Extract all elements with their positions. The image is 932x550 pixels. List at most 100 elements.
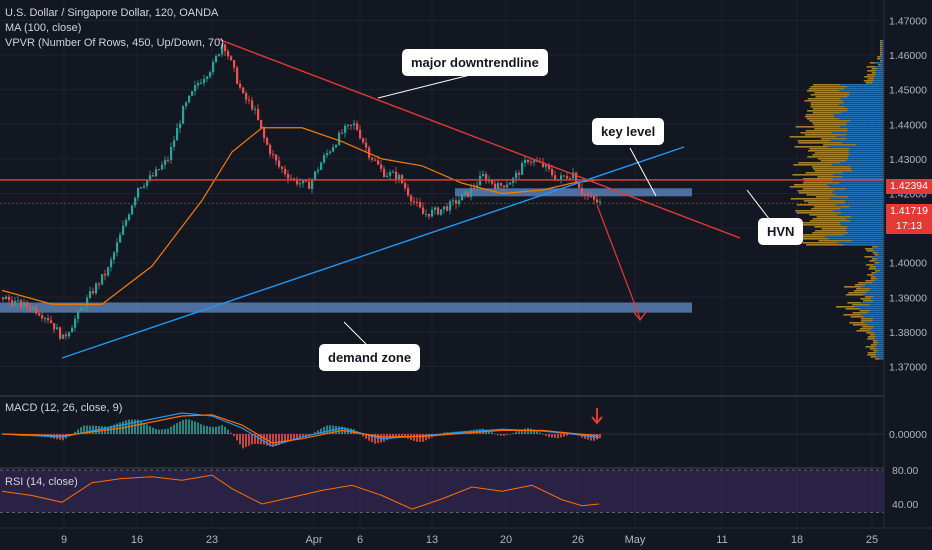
- macd-histogram-bar: [191, 420, 193, 434]
- rsi-tick-label: 40.00: [892, 499, 918, 511]
- candle-body: [593, 196, 596, 200]
- vpvr-up-bar: [878, 254, 884, 256]
- candle-body: [446, 206, 449, 211]
- vpvr-down-bar: [852, 312, 868, 314]
- candle-body: [122, 225, 125, 235]
- vpvr-up-bar: [878, 262, 884, 264]
- vpvr-up-bar: [873, 296, 884, 298]
- macd-histogram-bar: [548, 434, 550, 438]
- vpvr-up-bar: [877, 68, 884, 70]
- candle-body: [254, 109, 257, 111]
- vpvr-up-bar: [839, 84, 884, 86]
- candle-body: [227, 51, 230, 57]
- candle-body: [26, 302, 29, 308]
- vpvr-down-bar: [864, 248, 874, 250]
- vpvr-up-bar: [839, 98, 884, 100]
- vpvr-down-bar: [866, 264, 874, 266]
- vpvr-down-bar: [804, 134, 847, 136]
- macd-histogram-bar: [326, 425, 328, 434]
- candle-body: [494, 183, 497, 189]
- candle-body: [422, 207, 425, 215]
- vpvr-down-bar: [873, 350, 878, 352]
- candle-body: [62, 334, 65, 339]
- macd-histogram-bar: [146, 424, 148, 434]
- candle-body: [2, 297, 5, 300]
- candle-body: [56, 327, 59, 330]
- vpvr-up-bar: [867, 312, 884, 314]
- candle-body: [404, 183, 407, 189]
- vpvr-down-bar: [872, 340, 878, 342]
- vpvr-up-bar: [832, 180, 884, 182]
- vpvr-up-bar: [877, 350, 884, 352]
- downtrend-pointer: [377, 74, 471, 99]
- macd-histogram-bar: [497, 434, 499, 436]
- macd-histogram-bar: [584, 434, 586, 439]
- vpvr-up-bar: [847, 128, 884, 130]
- vpvr-up-bar: [835, 204, 884, 206]
- vpvr-up-bar: [831, 164, 884, 166]
- vpvr-down-bar: [843, 314, 861, 316]
- vpvr-down-bar: [869, 334, 876, 336]
- candle-body: [599, 201, 602, 203]
- time-tick-label: May: [625, 534, 646, 546]
- downtrend-callout: major downtrendline: [402, 49, 548, 76]
- macd-histogram-bar: [164, 428, 166, 434]
- macd-histogram-bar: [422, 434, 424, 442]
- vpvr-down-bar: [807, 98, 840, 100]
- vpvr-down-bar: [880, 44, 882, 46]
- vpvr-up-bar: [872, 282, 884, 284]
- macd-histogram-bar: [227, 429, 229, 434]
- macd-histogram-bar: [536, 431, 538, 434]
- candle-body: [485, 174, 488, 182]
- candle-body: [170, 147, 173, 161]
- candle-body: [155, 169, 158, 177]
- candle-body: [50, 320, 53, 324]
- candle-body: [188, 95, 191, 103]
- candle-body: [128, 214, 131, 221]
- vpvr-down-bar: [874, 262, 879, 264]
- vpvr-down-bar: [869, 266, 877, 268]
- vpvr-down-bar: [810, 86, 848, 88]
- macd-histogram-bar: [188, 419, 190, 434]
- candle-body: [533, 160, 536, 163]
- vpvr-down-bar: [871, 272, 877, 274]
- candle-body: [302, 180, 305, 184]
- candle-body: [374, 159, 377, 161]
- vpvr-up-bar: [850, 120, 884, 122]
- candle-body: [500, 183, 503, 186]
- vpvr-down-bar: [803, 178, 833, 180]
- vpvr-down-bar: [823, 144, 857, 146]
- price-tick-label: 1.39000: [889, 292, 927, 304]
- vpvr-down-bar: [796, 212, 842, 214]
- vpvr-down-bar: [870, 356, 876, 358]
- vpvr-down-bar: [866, 332, 875, 334]
- hvn-callout: HVN: [758, 218, 804, 245]
- candle-body: [209, 72, 212, 77]
- zones: [0, 188, 692, 313]
- macd-histogram-bar: [92, 425, 94, 434]
- vpvr-up-bar: [851, 168, 884, 170]
- candle-body: [428, 213, 431, 217]
- vpvr-up-bar: [880, 58, 884, 60]
- macd-histogram-bar: [281, 434, 283, 444]
- vpvr-down-bar: [847, 302, 861, 304]
- vpvr-up-bar: [844, 106, 884, 108]
- time-tick-label: 16: [131, 534, 143, 546]
- vpvr-down-bar: [806, 194, 836, 196]
- vpvr-up-bar: [874, 280, 884, 282]
- vpvr-up-bar: [834, 116, 884, 118]
- time-tick-label: 25: [866, 534, 878, 546]
- grid: [0, 0, 884, 528]
- vpvr-up-bar: [875, 66, 884, 68]
- vpvr-down-bar: [871, 72, 877, 74]
- candle-body: [41, 315, 44, 319]
- candle-body: [329, 151, 332, 153]
- candle-body: [353, 123, 356, 126]
- candle-body: [377, 160, 380, 165]
- projection-arrow-head: [633, 311, 647, 322]
- macd-histogram-bar: [551, 434, 553, 438]
- vpvr-up-bar: [880, 64, 884, 66]
- macd-histogram-bar: [272, 434, 274, 447]
